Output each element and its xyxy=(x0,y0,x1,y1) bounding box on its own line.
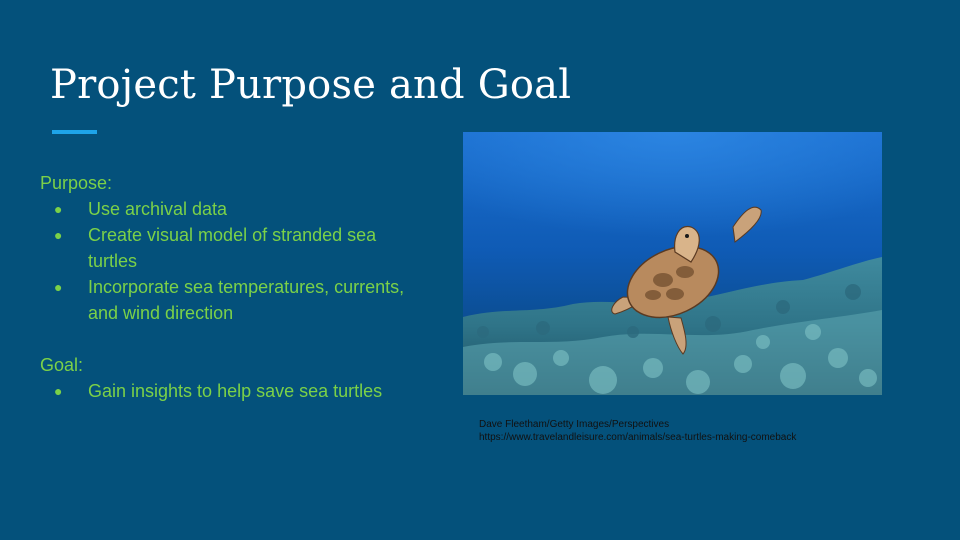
bullet-icon: ● xyxy=(54,201,63,217)
purpose-label: Purpose: xyxy=(40,173,113,193)
purpose-item: ● Use archival data xyxy=(40,196,430,222)
turtle-figure xyxy=(611,206,762,355)
image-credit: Dave Fleetham/Getty Images/Perspectives … xyxy=(479,418,796,444)
purpose-item: ● Create visual model of stranded sea tur… xyxy=(40,222,430,274)
purpose-list: ● Use archival data ● Create visual model … xyxy=(40,196,430,326)
sea-turtle-photo xyxy=(463,132,882,395)
goal-list: ● Gain insights to help save sea turtles xyxy=(40,378,430,404)
purpose-item: ● Incorporate sea temperatures, currents,… xyxy=(40,274,430,326)
bullet-icon: ● xyxy=(54,227,63,243)
credit-source: Dave Fleetham/Getty Images/Perspectives xyxy=(479,419,670,430)
slide-title: Project Purpose and Goal xyxy=(50,62,572,108)
bullet-icon: ● xyxy=(54,383,63,399)
title-underline xyxy=(52,130,97,134)
bullet-icon: ● xyxy=(54,279,63,295)
credit-url: https://www.travelandleisure.com/animals… xyxy=(479,432,797,443)
goal-item: ● Gain insights to help save sea turtles xyxy=(40,378,430,404)
goal-label: Goal: xyxy=(40,355,84,375)
slide-body: Purpose: ● Use archival data ● Create visu… xyxy=(40,170,430,404)
